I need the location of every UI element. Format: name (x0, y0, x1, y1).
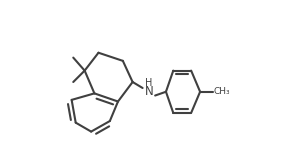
Text: H: H (145, 78, 153, 88)
Text: N: N (145, 85, 153, 98)
Text: CH₃: CH₃ (214, 87, 231, 96)
